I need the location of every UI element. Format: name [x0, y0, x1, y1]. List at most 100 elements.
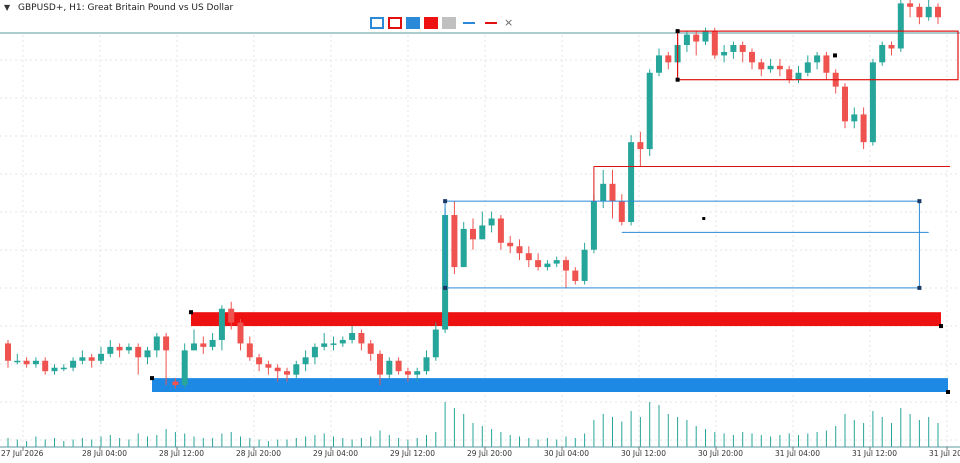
line-red-tool[interactable]	[485, 22, 497, 24]
range-box-red-handle	[675, 29, 680, 34]
zone-handle	[939, 324, 943, 329]
candle-body	[88, 357, 95, 361]
candle-body	[479, 225, 486, 240]
candle-body	[432, 329, 439, 358]
candle-body	[553, 260, 560, 264]
range-box-red-handle	[675, 77, 680, 82]
rectangle-outline-red-tool[interactable]	[388, 17, 402, 29]
candle-body	[563, 260, 569, 271]
zone-handle	[946, 390, 950, 394]
candle-body	[925, 6, 932, 18]
candle-body	[237, 322, 244, 344]
candle-body	[590, 201, 597, 250]
candle-body	[516, 246, 523, 254]
candle-body	[191, 343, 197, 351]
candle-body	[423, 357, 430, 372]
candle-body	[265, 364, 272, 368]
time-axis-label: 29 Jul 04:00	[313, 449, 358, 458]
symbol-header: ▼ GBPUSD+, H1: Great Britain Pound vs US…	[4, 3, 233, 13]
time-axis-label: 30 Jul 12:00	[621, 449, 666, 458]
candle-body	[404, 371, 411, 375]
zones-layer	[150, 310, 950, 394]
support-zone	[152, 378, 948, 392]
time-axis-label: 29 Jul 20:00	[467, 449, 512, 458]
candle-body	[851, 114, 858, 122]
time-axis-label: 29 Jul 12:00	[390, 449, 435, 458]
time-axis-label: 30 Jul 20:00	[698, 449, 743, 458]
range-box-handle	[917, 199, 922, 204]
candle-body	[302, 357, 309, 365]
line-blue-tool[interactable]	[463, 22, 475, 24]
time-axis-label: 28 Jul 04:00	[82, 449, 127, 458]
candle-body	[14, 360, 21, 363]
candle-body	[721, 51, 728, 56]
candle-body	[386, 360, 393, 375]
candle-body	[163, 336, 170, 351]
candle-body	[525, 253, 532, 261]
candle-body	[321, 343, 328, 347]
candle-body	[98, 353, 104, 361]
candle-body	[786, 69, 793, 80]
candle-body	[116, 346, 123, 351]
candle-body	[609, 183, 616, 202]
candle-body	[256, 357, 263, 365]
candle-body	[711, 31, 718, 56]
range-box-handle	[443, 285, 448, 290]
candle-body	[228, 308, 235, 323]
candle-body	[795, 72, 802, 80]
candle-body	[869, 62, 876, 143]
candle-body	[23, 360, 30, 365]
grid-lines	[0, 35, 960, 447]
time-axis: 27 Jul 2026 28 Jul 04:00 28 Jul 12:00 28 Ju…	[1, 447, 960, 458]
candle-body	[470, 228, 476, 240]
collapse-arrow-icon[interactable]: ▼	[4, 3, 11, 12]
symbol-description: Great Britain Pound vs US Dollar	[87, 3, 234, 13]
drawing-toolbar: ×	[370, 16, 513, 30]
candle-body	[665, 55, 672, 63]
candle-body	[144, 350, 151, 358]
rectangle-fill-blue-tool[interactable]	[406, 17, 420, 29]
candle-body	[293, 364, 300, 375]
candle-body	[349, 333, 356, 340]
candle-body	[311, 346, 318, 358]
candle-body	[823, 55, 830, 73]
candle-body	[497, 218, 504, 243]
time-axis-label: 31 Jul 04:00	[775, 449, 820, 458]
candle-body	[749, 51, 755, 63]
candles-layer	[5, 0, 941, 389]
candle-body	[730, 45, 737, 52]
candle-body	[339, 339, 346, 344]
candle-body	[209, 339, 216, 347]
candle-body	[637, 142, 644, 150]
symbol-label: GBPUSD+, H1:	[18, 3, 85, 13]
close-toolbar-icon[interactable]: ×	[504, 16, 514, 29]
zone-handle	[150, 376, 154, 381]
candle-body	[646, 72, 653, 150]
rectangle-fill-gray-tool[interactable]	[442, 17, 456, 29]
candle-body	[842, 86, 848, 122]
drawings-layer	[443, 29, 959, 290]
candle-body	[888, 45, 895, 49]
range-center-handle	[702, 217, 706, 220]
rectangle-fill-red-tool[interactable]	[424, 17, 438, 29]
candle-body	[535, 260, 542, 268]
candle-body	[153, 336, 160, 351]
candle-body	[451, 215, 458, 268]
candle-body	[70, 360, 77, 368]
candle-body	[814, 55, 821, 63]
range-box-blue	[444, 200, 920, 289]
candle-body	[284, 371, 290, 375]
candle-body	[5, 343, 11, 361]
candle-body	[916, 6, 923, 18]
time-axis-label: 31 Jul 20:00	[929, 449, 960, 458]
time-axis-label: 31 Jul 12:00	[852, 449, 897, 458]
volume-layer	[7, 402, 939, 447]
candle-body	[51, 367, 58, 372]
candle-body	[32, 360, 39, 365]
candle-body	[60, 367, 67, 370]
candle-body	[367, 343, 374, 354]
rectangle-outline-blue-tool[interactable]	[370, 17, 384, 29]
candle-body	[618, 201, 625, 222]
